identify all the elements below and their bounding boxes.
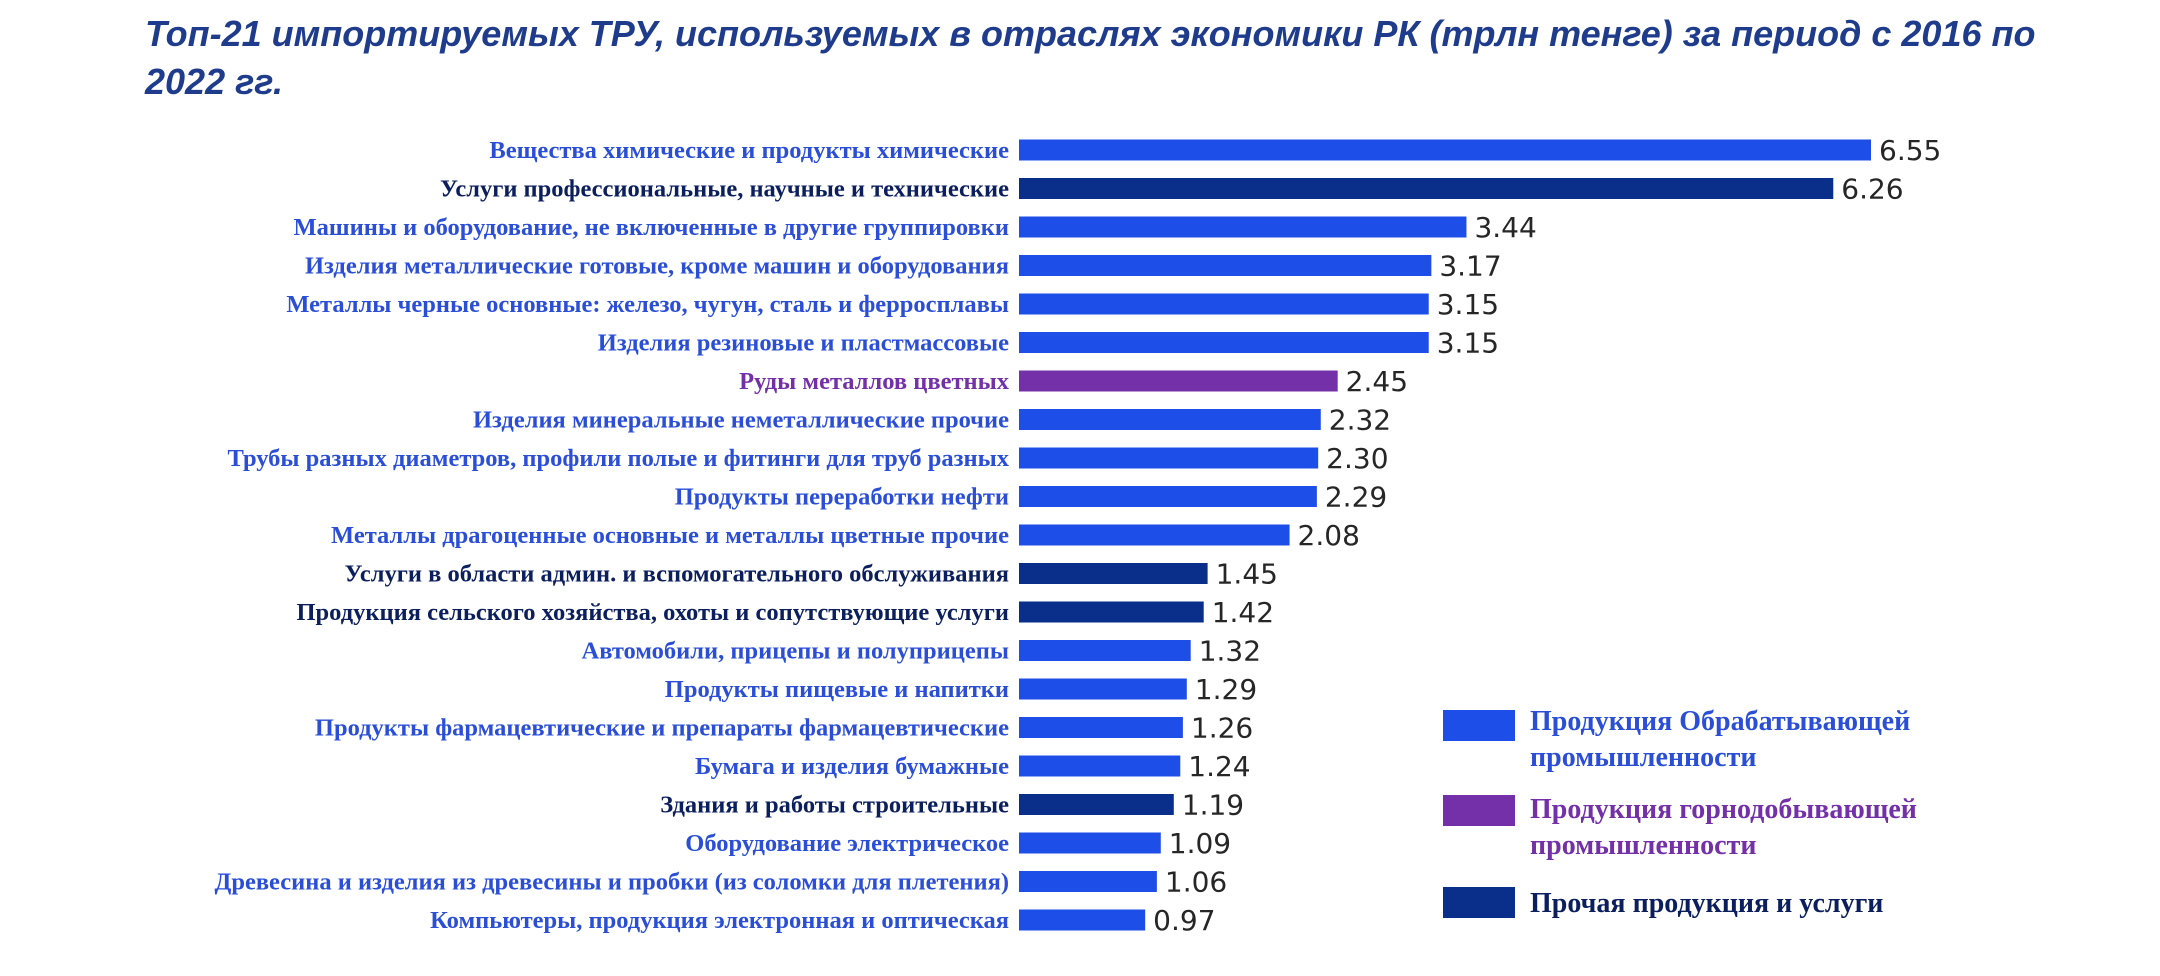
- bar: [1019, 755, 1181, 777]
- category-label: Оборудование электрическое: [685, 830, 1009, 857]
- legend-label: Продукция Обрабатывающей промышленности: [1530, 706, 1910, 773]
- bar: [1019, 409, 1321, 430]
- category-label: Продукты фармацевтические и препараты фа…: [315, 715, 1009, 742]
- legend-label: Прочая продукция и услуги: [1530, 888, 1883, 919]
- category-label: Продукты переработки нефти: [675, 484, 1009, 511]
- category-label: Машины и оборудование, не включенные в д…: [294, 214, 1009, 241]
- bar: [1019, 640, 1191, 661]
- bar: [1019, 832, 1161, 854]
- category-label: Бумага и изделия бумажные: [695, 753, 1009, 780]
- bar: [1019, 794, 1174, 815]
- value-label: 1.24: [1188, 750, 1250, 783]
- category-label: Металлы черные основные: железо, чугун, …: [286, 291, 1009, 318]
- legend: Продукция Обрабатывающей промышленности Пр…: [1443, 706, 1917, 919]
- value-label: 3.15: [1437, 327, 1499, 360]
- value-label: 3.17: [1439, 250, 1501, 283]
- bar: [1019, 447, 1319, 469]
- bar: [1019, 255, 1432, 276]
- value-label: 2.30: [1326, 442, 1388, 475]
- category-label: Трубы разных диаметров, профили полые и …: [228, 445, 1010, 472]
- bar: [1019, 332, 1429, 353]
- category-label: Здания и работы строительные: [660, 792, 1009, 819]
- category-label: Автомобили, прицепы и полуприцепы: [582, 638, 1010, 665]
- bar: [1019, 524, 1290, 546]
- category-label: Изделия металлические готовые, кроме маш…: [305, 253, 1009, 280]
- category-label: Металлы драгоценные основные и металлы ц…: [331, 522, 1009, 549]
- value-label: 3.44: [1474, 211, 1536, 244]
- value-label: 3.15: [1437, 288, 1499, 321]
- category-label: Продукты пищевые и напитки: [665, 676, 1009, 703]
- category-label: Вещества химические и продукты химически…: [489, 137, 1009, 164]
- category-label: Услуги профессиональные, научные и техни…: [440, 176, 1009, 203]
- value-label: 0.97: [1153, 904, 1215, 937]
- bar: [1019, 601, 1204, 623]
- bar: [1019, 871, 1157, 892]
- value-label: 1.26: [1191, 712, 1253, 745]
- value-label: 1.19: [1182, 789, 1244, 822]
- bar: [1019, 717, 1183, 738]
- value-label: 2.08: [1298, 519, 1360, 552]
- bar: [1019, 486, 1317, 507]
- value-label: 1.45: [1216, 558, 1278, 591]
- bar: [1019, 563, 1208, 584]
- bar: [1019, 370, 1338, 392]
- category-label: Древесина и изделия из древесины и пробк…: [214, 869, 1009, 896]
- bar: [1019, 139, 1871, 161]
- category-label: Продукция сельского хозяйства, охоты и с…: [297, 599, 1010, 626]
- bar: [1019, 216, 1467, 238]
- value-label: 1.32: [1199, 635, 1261, 668]
- category-label: Компьютеры, продукция электронная и опти…: [430, 907, 1009, 934]
- value-label: 1.09: [1169, 827, 1231, 860]
- category-label: Руды металлов цветных: [739, 368, 1010, 395]
- bar: [1019, 678, 1187, 700]
- category-label: Услуги в области админ. и вспомогательно…: [345, 561, 1009, 588]
- legend-swatch: [1443, 795, 1515, 826]
- value-label: 1.06: [1165, 866, 1227, 899]
- bar: [1019, 293, 1429, 315]
- legend-label: Продукция горнодобывающей промышленности: [1530, 794, 1917, 861]
- value-label: 2.29: [1325, 481, 1387, 514]
- bar: [1019, 909, 1146, 931]
- legend-swatch: [1443, 887, 1515, 918]
- chart-title: Топ-21 импортируемых ТРУ, используемых в…: [145, 13, 2036, 102]
- category-label: Изделия резиновые и пластмассовые: [598, 330, 1009, 357]
- legend-swatch: [1443, 710, 1515, 741]
- value-label: 2.45: [1346, 365, 1408, 398]
- value-label: 1.42: [1212, 596, 1274, 629]
- category-label: Изделия минеральные неметаллические проч…: [473, 407, 1009, 434]
- value-label: 6.26: [1841, 173, 1903, 206]
- value-label: 2.32: [1329, 404, 1391, 437]
- value-label: 1.29: [1195, 673, 1257, 706]
- value-label: 6.55: [1879, 134, 1941, 167]
- bar: [1019, 178, 1834, 199]
